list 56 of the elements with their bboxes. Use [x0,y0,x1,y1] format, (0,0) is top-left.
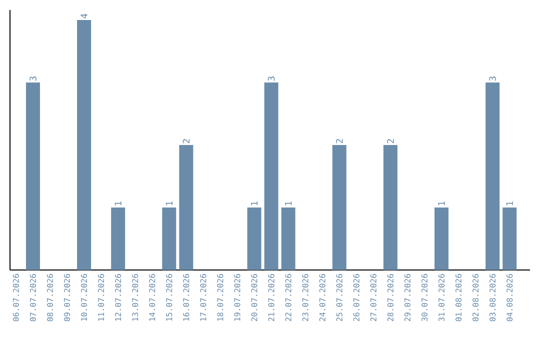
bar [434,208,448,270]
x-tick-label: 10.07.2026 [81,274,88,321]
data-label: 3 [489,76,496,81]
bar [486,82,500,270]
bar [247,208,262,270]
x-tick-label: 23.07.2026 [302,274,308,322]
data-label: 2 [387,139,394,144]
data-label: 1 [166,201,172,206]
x-tick-label: 15.07.2026 [166,274,172,321]
bar [26,82,40,270]
data-label: 2 [336,139,343,144]
data-label: 4 [80,14,88,18]
x-tick-label: 11.07.2026 [98,274,104,321]
x-tick-label: 24.07.2026 [319,274,326,322]
x-tick-label: 04.08.2026 [506,274,513,322]
x-tick-label: 22.07.2026 [285,274,292,322]
x-tick-label: 30.07.2026 [421,274,428,322]
data-label: 3 [268,76,275,81]
data-label: 3 [30,76,36,81]
x-tick-label: 08.07.2026 [46,274,54,322]
bar [281,208,296,270]
x-tick-label: 07.07.2026 [30,274,36,322]
x-tick-label: 26.07.2026 [353,274,360,322]
x-tick-label: 25.07.2026 [336,274,342,322]
bar [332,145,346,270]
x-tick-label: 01.08.2026 [455,274,462,322]
x-tick-label: 31.07.2026 [438,274,445,322]
bar [111,208,126,270]
x-tick-label: 16.07.2026 [183,274,190,321]
data-label: 1 [506,201,513,206]
bar [77,20,92,270]
x-tick-label: 14.07.2026 [149,274,156,321]
x-tick-label: 03.08.2026 [490,274,496,322]
bar [383,145,398,270]
data-label: 1 [438,201,445,206]
x-tick-label: 09.07.2026 [64,274,70,322]
data-label: 2 [182,139,190,144]
x-tick-label: 17.07.2026 [200,274,206,321]
data-label: 1 [114,201,122,206]
x-tick-label: 28.07.2026 [387,274,394,322]
x-tick-label: 29.07.2026 [404,274,410,322]
x-tick-label: 27.07.2026 [370,274,376,322]
data-label: 1 [285,201,292,206]
bar [162,208,176,270]
data-label: 1 [250,201,258,206]
bar [264,82,278,270]
x-tick-label: 12.07.2026 [115,274,122,321]
x-tick-label: 20.07.2026 [251,274,258,322]
x-tick-label: 13.07.2026 [132,274,138,321]
bar [179,145,194,270]
x-tick-label: 18.07.2026 [217,274,224,321]
x-tick-label: 19.07.2026 [234,274,240,321]
x-tick-label: 06.07.2026 [12,274,19,322]
x-tick-label: 02.08.2026 [472,274,479,322]
x-tick-label: 21.07.2026 [268,274,274,322]
bar [502,208,517,270]
